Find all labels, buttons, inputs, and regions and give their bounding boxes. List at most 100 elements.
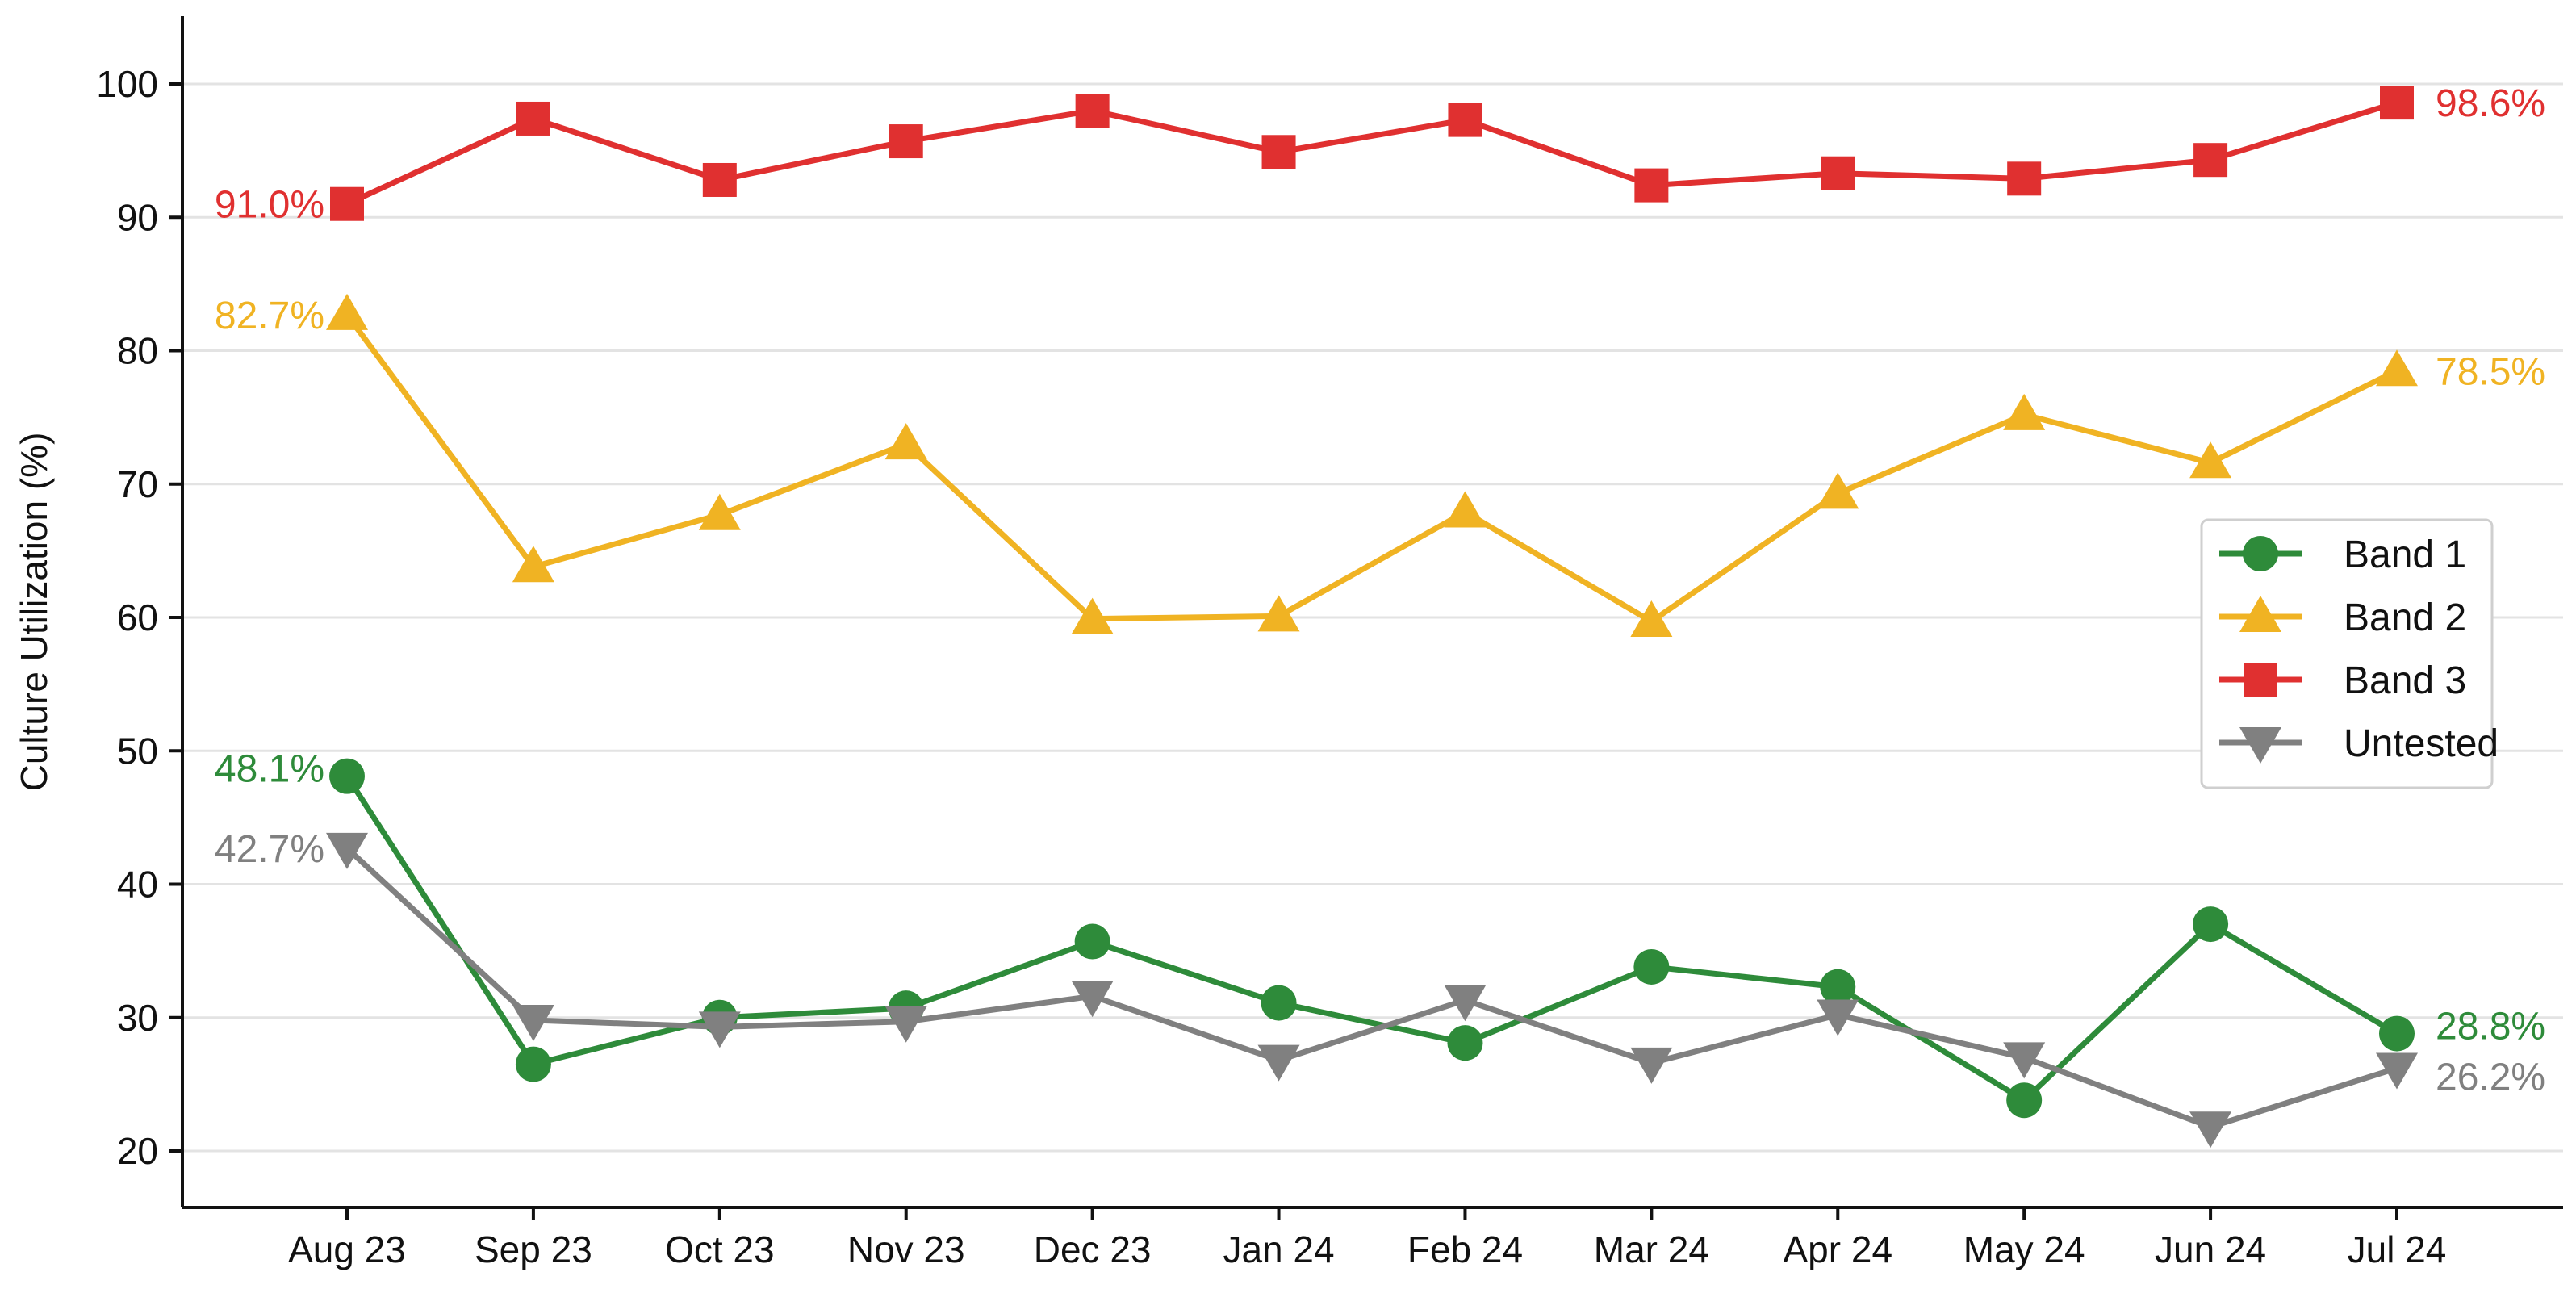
x-tick-label-jun-24: Jun 24: [2155, 1228, 2266, 1270]
start-label-untested: 42.7%: [215, 828, 324, 871]
point-band-2-feb-24: [1444, 491, 1487, 528]
point-untested-dec-23: [1071, 981, 1114, 1018]
series-line-untested: [345, 846, 2398, 1130]
point-band-2-jun-24: [2189, 441, 2232, 479]
point-band-3-dec-23: [1075, 94, 1110, 128]
end-label-band-1: 28.8%: [2436, 1006, 2545, 1048]
point-band-1-jan-24: [1261, 985, 1297, 1021]
y-tick-label-60: 60: [117, 596, 158, 638]
point-band-1-feb-24: [1447, 1025, 1483, 1061]
point-band-1-apr-24: [1820, 969, 1856, 1005]
y-tick-label-30: 30: [117, 997, 158, 1039]
start-label-band-3: 91.0%: [215, 184, 324, 227]
legend-label-band-3: Band 3: [2344, 659, 2466, 702]
point-band-3-may-24: [2007, 161, 2042, 196]
legend-box: [2200, 518, 2494, 789]
point-untested-nov-23: [884, 1006, 927, 1043]
grid-lines: [182, 82, 2563, 1153]
point-untested-aug-23: [326, 832, 368, 869]
point-band-2-nov-23: [884, 423, 927, 460]
point-band-3-feb-24: [1448, 103, 1482, 137]
point-band-3-mar-24: [1634, 168, 1669, 203]
point-untested-apr-24: [1817, 999, 1859, 1036]
point-band-3-jul-24: [2380, 86, 2414, 120]
start-label-band-1: 48.1%: [215, 748, 324, 791]
point-untested-jan-24: [1257, 1044, 1300, 1082]
point-band-3-jan-24: [1261, 135, 1296, 169]
point-band-2-apr-24: [1817, 472, 1859, 509]
series-untested: [326, 832, 2418, 1149]
point-band-3-sep-23: [516, 101, 550, 136]
y-tick-label-80: 80: [117, 330, 158, 372]
legend-marker-band-2: [2239, 596, 2281, 632]
point-band-1-jul-24: [2379, 1015, 2415, 1052]
series-band-3: [330, 86, 2414, 221]
x-tick-label-jan-24: Jan 24: [1223, 1228, 1334, 1270]
legend-marker-band-1: [2243, 536, 2278, 571]
x-tick-label-dec-23: Dec 23: [1034, 1228, 1152, 1270]
point-band-3-jun-24: [2193, 143, 2228, 178]
legend-label-band-2: Band 2: [2344, 596, 2466, 639]
point-band-2-dec-23: [1071, 597, 1114, 634]
legend-item-band-1: Band 1: [2219, 534, 2466, 576]
series-line-band-1: [345, 774, 2398, 1103]
y-tick-label-90: 90: [117, 196, 158, 238]
series-line-band-3: [345, 99, 2398, 207]
point-band-2-sep-23: [512, 546, 554, 583]
legend-item-band-2: Band 2: [2219, 596, 2466, 639]
point-band-1-may-24: [2006, 1082, 2043, 1119]
y-axis-title: Culture Utilization (%): [13, 433, 55, 792]
legend: Band 1 Band 2 Band 3 Untested: [2200, 518, 2499, 789]
x-tick-label-aug-23: Aug 23: [288, 1228, 406, 1270]
point-untested-jun-24: [2189, 1111, 2232, 1149]
legend-marker-untested: [2239, 727, 2281, 764]
axes: Culture Utilization (%): [13, 16, 2563, 1209]
point-band-2-may-24: [2003, 393, 2046, 430]
axis-ticks: 20 30 40 50 60 70 80 90 100 Aug 23 Sep 23 Oct 23 Nov…: [96, 63, 2446, 1270]
end-label-band-2: 78.5%: [2436, 350, 2545, 393]
end-label-band-3: 98.6%: [2436, 82, 2545, 125]
point-band-3-apr-24: [1821, 156, 1855, 190]
point-band-1-dec-23: [1074, 923, 1110, 960]
x-tick-label-jul-24: Jul 24: [2348, 1228, 2447, 1270]
legend-marker-band-3: [2244, 663, 2277, 697]
x-tick-label-sep-23: Sep 23: [475, 1228, 592, 1270]
point-band-1-aug-23: [329, 758, 365, 794]
point-untested-mar-24: [1630, 1047, 1673, 1084]
point-band-2-jul-24: [2376, 349, 2418, 387]
point-band-1-sep-23: [515, 1046, 551, 1082]
point-band-2-aug-23: [326, 293, 368, 330]
point-untested-sep-23: [512, 1005, 554, 1042]
x-tick-label-mar-24: Mar 24: [1594, 1228, 1709, 1270]
point-untested-oct-23: [698, 1011, 741, 1048]
x-tick-label-oct-23: Oct 23: [665, 1228, 775, 1270]
point-band-3-oct-23: [702, 162, 737, 197]
point-band-3-nov-23: [889, 124, 923, 159]
end-label-untested: 26.2%: [2436, 1057, 2545, 1099]
point-band-1-mar-24: [1633, 948, 1670, 985]
legend-item-band-3: Band 3: [2219, 659, 2466, 702]
series: [326, 86, 2418, 1149]
x-tick-label-apr-24: Apr 24: [1784, 1228, 1893, 1270]
series-line-band-2: [345, 312, 2398, 625]
point-band-2-mar-24: [1630, 600, 1673, 637]
point-band-2-jan-24: [1257, 595, 1300, 632]
series-band-1: [329, 758, 2415, 1119]
data-labels: 48.1% 28.8% 82.7% 78.5% 91.0% 98.6% 42.7% 26.2%: [215, 82, 2545, 1098]
x-tick-label-feb-24: Feb 24: [1407, 1228, 1523, 1270]
y-tick-label-50: 50: [117, 730, 158, 772]
y-tick-label-20: 20: [117, 1130, 158, 1172]
legend-label-band-1: Band 1: [2344, 534, 2466, 576]
y-tick-label-70: 70: [117, 463, 158, 505]
start-label-band-2: 82.7%: [215, 295, 324, 337]
point-untested-may-24: [2003, 1042, 2046, 1079]
x-tick-label-may-24: May 24: [1963, 1228, 2085, 1270]
point-band-3-aug-23: [330, 186, 364, 221]
point-band-2-oct-23: [698, 493, 741, 530]
y-tick-label-40: 40: [117, 864, 158, 906]
series-band-2: [326, 293, 2418, 637]
point-untested-jul-24: [2376, 1052, 2418, 1090]
point-band-1-jun-24: [2193, 906, 2229, 943]
